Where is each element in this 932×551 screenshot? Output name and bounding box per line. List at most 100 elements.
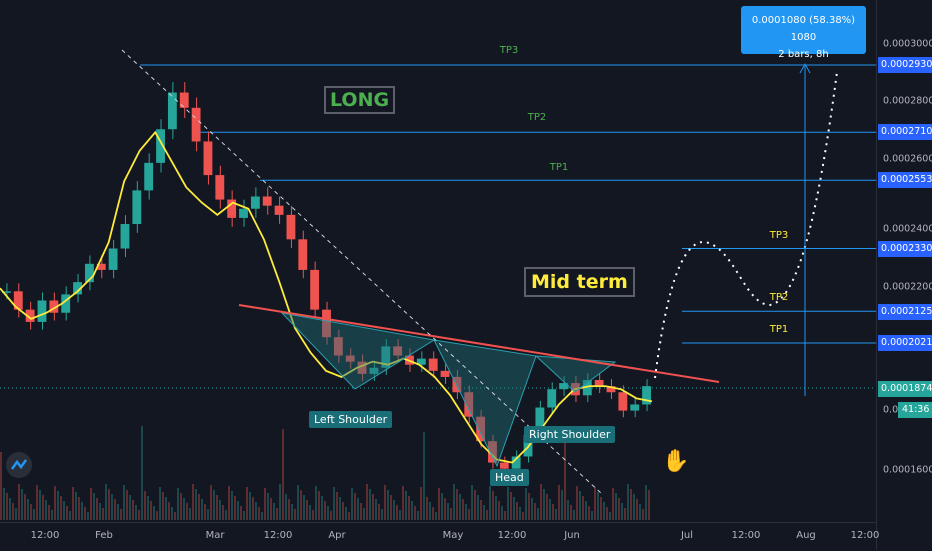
volume-bar: [432, 507, 434, 520]
volume-bar: [69, 511, 71, 520]
volume-bar: [195, 489, 197, 520]
volume-bar: [402, 486, 404, 520]
volume-bar: [318, 491, 320, 520]
volume-bar: [288, 499, 290, 520]
candle-body: [203, 141, 213, 176]
time-axis[interactable]: 12:00 Feb Mar 12:00 Apr May 12:00 Jun Ju…: [0, 522, 879, 551]
candle-body: [381, 346, 391, 368]
volume-bar: [303, 495, 305, 520]
volume-bar: [579, 491, 581, 520]
price-chart[interactable]: [0, 0, 876, 522]
volume-bar: [285, 494, 287, 520]
right-shoulder-label: Right Shoulder: [524, 426, 616, 443]
volume-bar: [351, 488, 353, 520]
volume-bar: [546, 494, 548, 520]
time-tick: Jul: [680, 530, 694, 541]
volume-bar: [78, 497, 80, 520]
volume-bar: [555, 509, 557, 520]
candle-body: [2, 291, 11, 293]
volume-bar: [177, 488, 179, 520]
volume-bar: [138, 510, 140, 520]
volume-bar: [570, 505, 572, 520]
volume-bar: [153, 506, 155, 520]
volume-bar: [552, 504, 554, 520]
volume-bar: [267, 493, 269, 520]
volume-bar: [639, 504, 641, 520]
volume-bar: [27, 499, 29, 520]
candle-body: [476, 416, 486, 442]
volume-bar: [264, 488, 266, 520]
volume-bar: [15, 508, 17, 520]
volume-bar: [609, 512, 611, 520]
volume-bar: [648, 490, 650, 520]
volume-bar: [558, 485, 560, 520]
candle-body: [156, 129, 165, 163]
volume-bar: [294, 509, 296, 520]
candle-body: [49, 300, 59, 313]
candle-body: [227, 199, 237, 218]
left-shoulder-label: Left Shoulder: [309, 411, 393, 428]
volume-bar: [33, 509, 35, 520]
price-axis[interactable]: 0.0003000 0.0002800 0.0002600 0.0002400 …: [876, 0, 932, 550]
volume-bar: [561, 490, 563, 520]
volume-bar: [357, 498, 359, 520]
neckline: [238, 304, 720, 383]
volume-bar: [57, 491, 59, 520]
candle-body: [357, 361, 367, 374]
candle-body: [120, 224, 130, 249]
tp2-mid-label: TP2: [769, 292, 789, 303]
volume-bar: [75, 492, 77, 520]
volume-bar: [183, 498, 185, 520]
volume-bar: [348, 512, 350, 520]
price-tick: 0.0002600: [883, 153, 932, 165]
candle-body: [239, 208, 248, 218]
volume-bar: [576, 486, 578, 520]
volume-bar: [438, 488, 440, 520]
volume-bar: [645, 485, 647, 520]
volume-bar: [615, 493, 617, 520]
time-tick: Aug: [796, 530, 816, 541]
candle-body: [84, 263, 94, 283]
tp2-mid-price-tag: 0.0002125: [878, 304, 932, 320]
volume-bar: [483, 505, 485, 520]
volume-bar: [633, 494, 635, 520]
volume-bar: [180, 493, 182, 520]
volume-bar: [90, 488, 92, 520]
time-tick: Feb: [95, 530, 113, 541]
volume-bar: [297, 485, 299, 520]
volume-bar: [159, 487, 161, 520]
volume-bar: [132, 500, 134, 520]
volume-bar: [444, 498, 446, 520]
volume-bar: [39, 490, 41, 520]
countdown-prefix: 0.00: [883, 404, 905, 416]
candle-body: [108, 248, 118, 270]
measure-duration: 2 bars, 8h: [778, 49, 829, 60]
candle-body: [144, 162, 154, 191]
volume-bar: [537, 508, 539, 520]
volume-bar: [594, 487, 596, 520]
volume-bar: [249, 492, 251, 520]
candle-body: [535, 407, 545, 436]
tradingview-logo-icon[interactable]: [6, 452, 32, 478]
candle-body: [630, 404, 640, 411]
candle-body: [13, 291, 23, 310]
volume-bar: [93, 493, 95, 520]
volume-bar: [414, 506, 416, 520]
candle-body: [511, 456, 521, 469]
volume-bar: [126, 490, 128, 520]
volume-bar: [63, 501, 65, 520]
candle-body: [179, 92, 189, 108]
candle-body: [274, 205, 284, 215]
volume-bar: [405, 491, 407, 520]
candle-body: [618, 392, 628, 411]
volume-bar: [315, 486, 317, 520]
candle-body: [499, 462, 509, 469]
volume-bar: [642, 509, 644, 520]
volume-bar: [213, 490, 215, 520]
volume-bar: [42, 495, 44, 520]
volume-bar: [564, 435, 566, 520]
volume-bar: [471, 485, 473, 520]
volume-bar: [417, 511, 419, 520]
volume-bar: [411, 501, 413, 520]
volume-bar: [144, 491, 146, 520]
